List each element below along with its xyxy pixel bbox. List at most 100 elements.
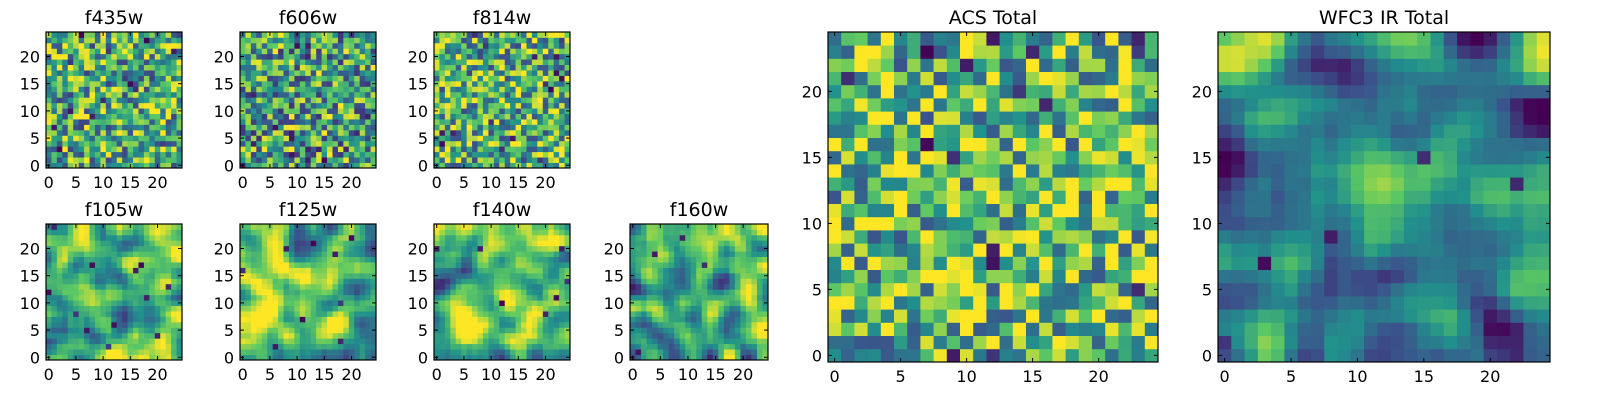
heatmap-cell	[477, 262, 484, 268]
heatmap-cell	[707, 311, 714, 317]
heatmap-cell	[718, 316, 725, 323]
y-tick-label: 0	[418, 156, 428, 175]
heatmap-cell	[828, 164, 842, 178]
heatmap-cell	[960, 190, 974, 204]
heatmap-cell	[154, 349, 161, 355]
heatmap-cell	[100, 294, 107, 301]
heatmap-cell	[245, 240, 252, 247]
heatmap-cell	[343, 113, 350, 120]
heatmap-cell	[316, 53, 322, 60]
heatmap-cell	[294, 124, 301, 131]
heatmap-cell	[272, 37, 279, 44]
heatmap-cell	[294, 70, 301, 76]
heatmap-cell	[553, 32, 560, 38]
heatmap-cell	[332, 229, 339, 236]
heatmap-cell	[477, 300, 484, 306]
heatmap-cell	[84, 300, 90, 306]
heatmap-cell	[299, 289, 306, 296]
heatmap-cell	[272, 338, 279, 345]
heatmap-cell	[165, 262, 172, 268]
heatmap-cell	[1078, 309, 1093, 323]
heatmap-cell	[294, 108, 301, 114]
heatmap-cell	[105, 140, 112, 147]
heatmap-cell	[946, 177, 961, 191]
heatmap-cell	[499, 278, 506, 285]
heatmap-cell	[537, 53, 544, 60]
heatmap-cell	[1065, 269, 1080, 284]
heatmap-cell	[94, 70, 101, 76]
heatmap-cell	[299, 97, 306, 104]
heatmap-cell	[89, 146, 96, 153]
heatmap-cell	[138, 48, 145, 55]
heatmap-cell	[553, 91, 560, 98]
heatmap-cell	[657, 234, 664, 241]
heatmap-cell	[729, 311, 736, 317]
heatmap-cell	[712, 327, 719, 334]
heatmap-cell	[707, 229, 714, 236]
heatmap-cell	[171, 272, 177, 279]
heatmap-cell	[499, 256, 506, 263]
heatmap-cell	[701, 321, 708, 328]
heatmap-cell	[256, 53, 263, 60]
heatmap-cell	[1105, 296, 1119, 310]
heatmap-cell	[515, 113, 522, 120]
heatmap-cell	[564, 229, 571, 236]
heatmap-cell	[674, 234, 681, 241]
heatmap-cell	[288, 162, 295, 169]
heatmap-cell	[548, 157, 555, 163]
heatmap-cell	[160, 278, 167, 285]
heatmap-cell	[327, 37, 333, 44]
heatmap-cell	[272, 70, 279, 76]
heatmap-cell	[332, 91, 339, 98]
heatmap-cell	[245, 135, 252, 142]
heatmap-cell	[521, 86, 527, 93]
heatmap-cell	[100, 234, 107, 241]
heatmap-cell	[933, 269, 948, 284]
y-tick-label: 0	[30, 348, 40, 367]
heatmap-cell	[299, 86, 306, 93]
heatmap-cell	[288, 327, 295, 334]
heatmap-cell	[472, 124, 478, 131]
heatmap-cell	[510, 272, 516, 279]
heatmap-cell	[143, 349, 150, 355]
heatmap-cell	[348, 59, 355, 66]
heatmap-cell	[444, 229, 451, 236]
heatmap-cell	[354, 262, 361, 268]
heatmap-cell	[62, 53, 69, 60]
heatmap-cell	[46, 70, 52, 76]
heatmap-cell	[111, 349, 118, 355]
heatmap-cell	[272, 229, 279, 236]
heatmap-cell	[133, 75, 139, 82]
heatmap-cell	[310, 108, 317, 114]
heatmap-cell	[1118, 282, 1132, 297]
heatmap-cell	[94, 251, 101, 258]
axes-frame	[433, 223, 571, 361]
heatmap-cell	[450, 245, 457, 252]
heatmap-cell	[894, 164, 908, 178]
heatmap-cell	[1052, 309, 1066, 323]
heatmap-cell	[718, 262, 725, 268]
heatmap-cell	[321, 151, 328, 158]
heatmap-cell	[701, 332, 708, 339]
heatmap-cell	[321, 97, 328, 104]
heatmap-cell	[450, 343, 457, 350]
heatmap-cell	[461, 86, 468, 93]
heatmap-cell	[149, 64, 156, 71]
heatmap-cell	[493, 91, 500, 98]
heatmap-cell	[707, 289, 714, 296]
heatmap-cell	[701, 289, 708, 296]
heatmap-cell	[564, 75, 571, 82]
heatmap-cell	[526, 64, 533, 71]
heatmap-cell	[133, 53, 139, 60]
x-tick-label: 20	[341, 173, 361, 192]
heatmap-cell	[1092, 335, 1106, 350]
heatmap-cell	[450, 338, 457, 345]
heatmap-cell	[133, 157, 139, 163]
heatmap-cell	[1052, 269, 1066, 284]
heatmap-cell	[696, 316, 703, 323]
heatmap-cell	[154, 146, 161, 153]
heatmap-cell	[696, 251, 703, 258]
heatmap-cell	[278, 267, 284, 274]
heatmap-cell	[176, 305, 183, 312]
